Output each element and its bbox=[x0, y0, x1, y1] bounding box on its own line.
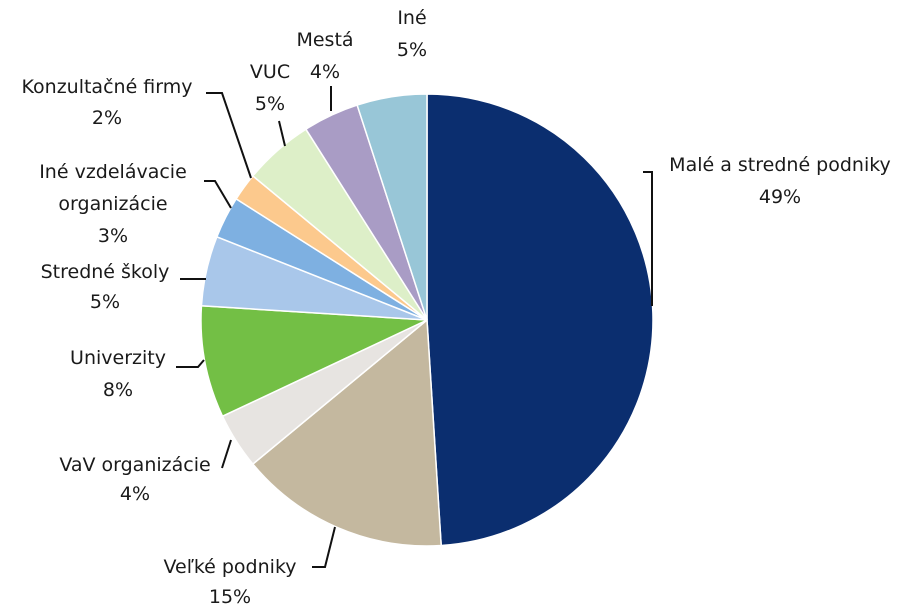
slice-label: Stredné školy bbox=[40, 261, 170, 283]
slice-label: Univerzity bbox=[70, 347, 166, 369]
leader-line bbox=[221, 439, 232, 469]
slice-label: Veľké podniky bbox=[163, 556, 297, 578]
value-label: 4% bbox=[309, 61, 341, 83]
pie-slice bbox=[251, 318, 442, 547]
slice-label: VUC bbox=[249, 61, 291, 83]
value-label: 2% bbox=[91, 107, 123, 129]
value-label: 5% bbox=[254, 93, 286, 115]
slice-label: Iné bbox=[397, 7, 427, 29]
leader-line bbox=[643, 171, 653, 306]
value-label: 4% bbox=[119, 483, 151, 505]
value-label: 49% bbox=[758, 186, 802, 208]
slice-label: Konzultačné firmy bbox=[21, 76, 193, 98]
slice-label: Iné vzdelávacie organizácie bbox=[39, 161, 187, 215]
leader-line bbox=[176, 359, 205, 368]
value-label: 5% bbox=[89, 291, 121, 313]
slice-label: Malé a stredné podniky bbox=[669, 154, 891, 176]
leader-line bbox=[312, 526, 336, 568]
value-label: 15% bbox=[208, 586, 252, 608]
pie-slice bbox=[356, 93, 428, 321]
value-label: 3% bbox=[97, 225, 129, 247]
slice-label: VaV organizácie bbox=[59, 454, 211, 476]
pie-slice bbox=[426, 93, 654, 547]
leader-line bbox=[206, 92, 252, 179]
value-label: 8% bbox=[102, 379, 134, 401]
leader-line bbox=[278, 120, 286, 147]
leader-line bbox=[204, 180, 232, 209]
pie-slice bbox=[200, 305, 428, 418]
slice-label: Mestá bbox=[296, 29, 354, 51]
value-label: 5% bbox=[396, 39, 428, 61]
